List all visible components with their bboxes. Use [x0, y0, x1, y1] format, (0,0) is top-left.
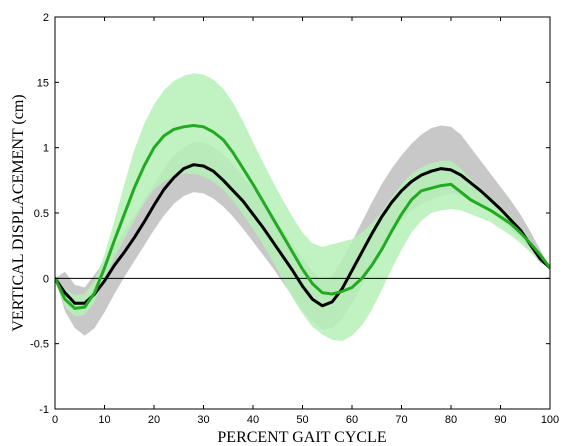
- y-tick-label: 0.5: [34, 208, 49, 220]
- y-tick-label: -1: [39, 404, 49, 416]
- series-line-2: [55, 124, 550, 310]
- x-tick-label: 40: [247, 414, 259, 426]
- y-axis-title: VERTICAL DISPLACEMENT (cm): [10, 94, 27, 331]
- y-tick-label: 0: [43, 273, 49, 285]
- bands-group: [55, 73, 550, 342]
- series-line-1: [55, 163, 550, 308]
- x-tick-label: 70: [395, 414, 407, 426]
- x-tick-label: 100: [541, 414, 559, 426]
- y-tick-label: 1: [43, 143, 49, 155]
- x-tick-label: 50: [296, 414, 308, 426]
- tick-labels-group: 0 10 20 30 40 50 60 70 80 90 100 -1 -0.5 0 0.5 1 15 2: [30, 12, 559, 426]
- x-tick-label: 20: [148, 414, 160, 426]
- x-tick-label: 90: [494, 414, 506, 426]
- x-axis-title: PERCENT GAIT CYCLE: [217, 429, 386, 446]
- x-tick-label: 80: [445, 414, 457, 426]
- x-tick-label: 0: [52, 414, 58, 426]
- x-tick-label: 60: [346, 414, 358, 426]
- ticks-group: [54, 16, 551, 410]
- y-tick-label: 15: [37, 77, 49, 89]
- x-tick-label: 10: [98, 414, 110, 426]
- band-area-4: [55, 73, 550, 342]
- lines-group: [55, 124, 550, 310]
- x-tick-label: 30: [197, 414, 209, 426]
- y-tick-label: -0.5: [30, 339, 49, 351]
- y-tick-label: 2: [43, 12, 49, 24]
